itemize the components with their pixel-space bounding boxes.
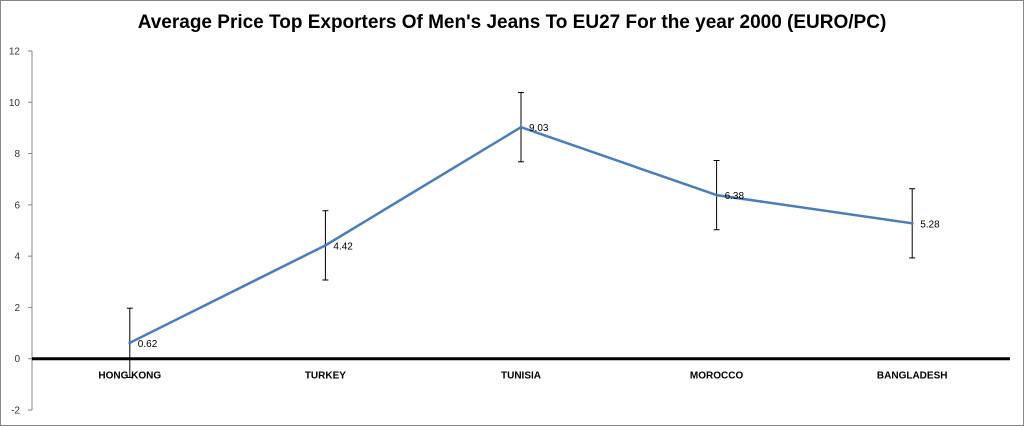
data-label: 4.42 (333, 241, 353, 252)
data-point (323, 243, 327, 247)
x-category-label: TUNISIA (501, 371, 541, 382)
y-tick-label: 0 (14, 354, 20, 365)
x-category-label: BANGLADESH (877, 371, 948, 382)
data-label: 0.62 (138, 339, 158, 350)
data-point (910, 221, 914, 225)
y-tick-label: 10 (9, 98, 21, 109)
y-tick-label: 12 (9, 47, 21, 58)
data-label: 5.28 (920, 219, 940, 230)
chart-title: Average Price Top Exporters Of Men's Jea… (137, 12, 887, 33)
y-tick-label: 8 (14, 149, 20, 160)
data-point (128, 341, 132, 345)
y-tick-label: 2 (14, 303, 20, 314)
data-point (519, 125, 523, 129)
y-tick-label: 4 (14, 252, 20, 263)
data-label: 6.38 (725, 191, 745, 202)
data-label: 9.03 (529, 123, 549, 134)
y-tick-label: 6 (14, 200, 20, 211)
x-category-label: TURKEY (305, 371, 346, 382)
y-tick-label: -2 (11, 406, 20, 417)
data-point (715, 193, 719, 197)
x-category-label: MOROCCO (690, 371, 744, 382)
